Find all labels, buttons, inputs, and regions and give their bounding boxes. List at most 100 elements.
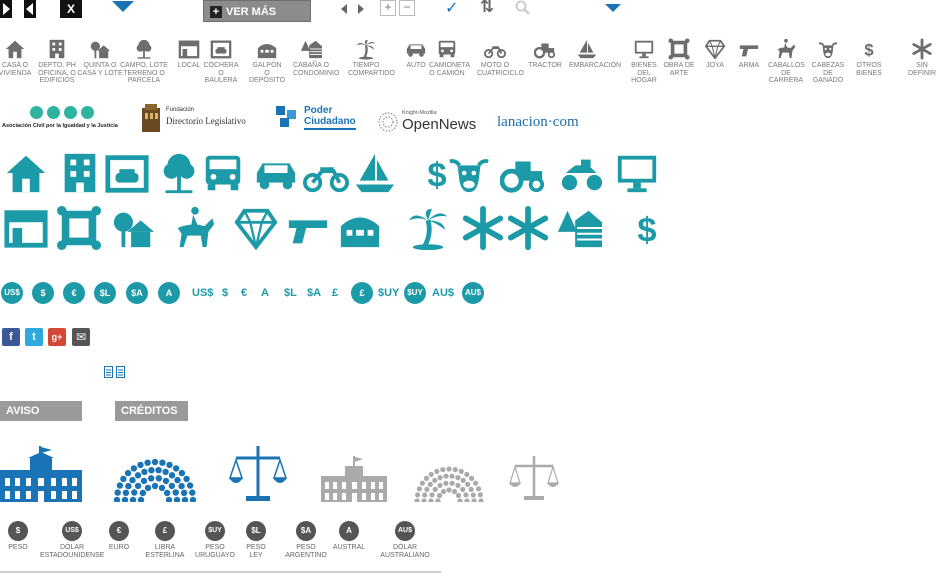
check-icon[interactable]: ✓ xyxy=(445,0,459,17)
justice-scale-gray-icon xyxy=(509,456,559,500)
document-list-icon[interactable] xyxy=(116,365,126,383)
big-cow-icon xyxy=(446,150,492,201)
currency-symbol-icon: AU$ xyxy=(432,287,455,299)
currency-circle-icon: $A xyxy=(126,282,148,304)
currency-symbol-icon: $L xyxy=(284,287,297,299)
creditos-button[interactable]: CRÉDITOS xyxy=(115,401,188,421)
coin-icon: $L xyxy=(246,521,266,541)
googleplus-icon[interactable]: g+ xyxy=(48,328,66,346)
big-truck-icon xyxy=(200,150,246,201)
category-motorcycle[interactable]: MOTO O CUATRICICLO xyxy=(477,38,524,77)
zoom-in-button[interactable]: + xyxy=(380,0,396,16)
acij-logo[interactable]: A C I J Asociación Civil por la Igualdad… xyxy=(2,106,122,129)
coin-legend-item: € EURO xyxy=(103,521,135,552)
category-bar: CASA O VIVIENDA DEPTO, PH OFICINA, O EDIF… xyxy=(0,38,937,93)
asterisk-icon xyxy=(904,38,937,60)
category-asterisk[interactable]: SIN DEFINIR xyxy=(904,38,937,77)
email-icon[interactable]: ✉ xyxy=(72,328,90,346)
category-frame[interactable]: OBRA DE ARTE xyxy=(661,38,697,77)
category-label: CAMPO, LOTE TERRENO O PARCELA xyxy=(120,62,168,84)
coin-icon: $ xyxy=(8,521,28,541)
fdl-logo[interactable]: Fundación Directorio Legislativo xyxy=(140,102,258,132)
category-diamond[interactable]: JOYA xyxy=(697,38,733,70)
big-gun-icon xyxy=(285,205,331,256)
lanacion-logo[interactable]: lanacion·com xyxy=(497,114,579,130)
big-store-icon xyxy=(3,205,49,256)
currency-symbol-icon: $UY xyxy=(378,287,400,299)
big-dollar-icon: $ xyxy=(624,205,670,256)
footer-divider xyxy=(0,571,441,573)
currency-circle-icon: A xyxy=(158,282,180,304)
poder-ciudadano-logo[interactable]: Poder Ciudadano xyxy=(276,104,358,134)
zoom-out-button[interactable]: − xyxy=(399,0,415,16)
store-icon xyxy=(171,38,207,60)
svg-text:$: $ xyxy=(427,156,446,194)
ver-mas-bienes-button[interactable]: + VER MÁS BIENES xyxy=(203,0,311,40)
document-icon[interactable] xyxy=(104,365,114,383)
category-garage[interactable]: COCHERA O BAULERA xyxy=(203,38,239,85)
search-dropdown-arrow-icon[interactable] xyxy=(605,0,621,18)
category-dollar[interactable]: $ OTROS BIENES xyxy=(851,38,887,77)
category-horse[interactable]: CABALLOS DE CARRERA xyxy=(768,38,805,85)
category-cabin[interactable]: CABAÑA O CONDOMINIO xyxy=(293,38,339,77)
big-warehouse-icon xyxy=(337,205,383,256)
car-icon xyxy=(398,38,434,60)
category-tree[interactable]: CAMPO, LOTE TERRENO O PARCELA xyxy=(120,38,168,85)
category-store[interactable]: LOCAL xyxy=(171,38,207,70)
currency-symbol-icon: $A xyxy=(307,287,322,299)
category-building[interactable]: DEPTO, PH OFICINA, O EDIFICIOS xyxy=(33,38,81,85)
category-label: EMBARCACIÓN xyxy=(569,62,622,69)
coin-icon: $A xyxy=(296,521,316,541)
currency-symbol-icon: US$ xyxy=(192,287,214,299)
garage-icon xyxy=(203,38,239,60)
gun-icon xyxy=(731,38,767,60)
prev-arrow-icon[interactable] xyxy=(340,2,348,20)
category-monitor[interactable]: BIENES DEL HOGAR xyxy=(626,38,662,85)
back-icon[interactable] xyxy=(24,0,36,18)
category-label: AUTO xyxy=(406,62,426,69)
opennews-logo[interactable]: Knight-Mozilla OpenNews xyxy=(378,110,478,134)
aviso-legal-button[interactable]: AVISO LEGAL xyxy=(0,401,82,437)
big-diamond-icon xyxy=(233,205,279,256)
facebook-icon[interactable]: f xyxy=(2,328,20,346)
big-country-house-icon xyxy=(110,205,156,256)
category-car[interactable]: AUTO xyxy=(398,38,434,70)
coin-legend-item: US$ DÓLAR ESTADOUNIDENSE xyxy=(40,521,104,560)
category-tractor[interactable]: TRACTOR xyxy=(527,38,563,70)
coin-legend-item: $UY PESO URUGUAYO xyxy=(194,521,236,560)
close-button[interactable]: X xyxy=(60,0,82,18)
coin-legend-item: $L PESO LEY xyxy=(240,521,272,560)
search-icon[interactable] xyxy=(515,0,531,21)
category-warehouse[interactable]: GALPÓN O DEPÓSITO xyxy=(249,38,285,85)
next-arrow-icon[interactable] xyxy=(357,2,365,20)
big-asterisk-icon xyxy=(505,205,551,256)
category-label: LOCAL xyxy=(177,62,201,69)
category-house[interactable]: CASA O VIVIENDA xyxy=(0,38,33,77)
dropdown-arrow-icon[interactable] xyxy=(112,0,134,18)
sort-icon[interactable]: ⇅ xyxy=(480,0,495,16)
fdl-line2: Directorio Legislativo xyxy=(166,116,246,126)
building-icon xyxy=(33,38,81,60)
category-label: TRACTOR xyxy=(528,62,562,69)
twitter-icon[interactable]: t xyxy=(25,328,43,346)
category-palm[interactable]: TIEMPO COMPARTIDO xyxy=(348,38,395,77)
coin-icon: € xyxy=(109,521,129,541)
coin-legend-item: AU$ DÓLAR AUSTRALIANO xyxy=(378,521,432,560)
category-cow[interactable]: CABEZAS DE GANADO xyxy=(810,38,846,85)
category-gun[interactable]: ARMA xyxy=(731,38,767,70)
big-house-icon xyxy=(3,150,49,201)
coin-label: PESO ARGENTINO xyxy=(285,544,327,559)
big-horse-icon xyxy=(172,205,218,256)
coin-icon: US$ xyxy=(62,521,82,541)
category-label: OBRA DE ARTE xyxy=(663,62,695,77)
opennews-main: OpenNews xyxy=(402,116,477,133)
big-motorcycle-icon xyxy=(303,150,349,201)
category-country-house[interactable]: QUINTA O CASA Y LOTE xyxy=(76,38,124,77)
play-icon[interactable] xyxy=(0,0,12,18)
category-boat[interactable]: EMBARCACIÓN xyxy=(569,38,622,70)
palm-icon xyxy=(348,38,384,60)
tree-icon xyxy=(120,38,168,60)
category-label: MOTO O CUATRICICLO xyxy=(477,62,524,77)
category-truck[interactable]: CAMIONETA O CAMIÓN xyxy=(429,38,470,77)
motorcycle-icon xyxy=(477,38,513,60)
